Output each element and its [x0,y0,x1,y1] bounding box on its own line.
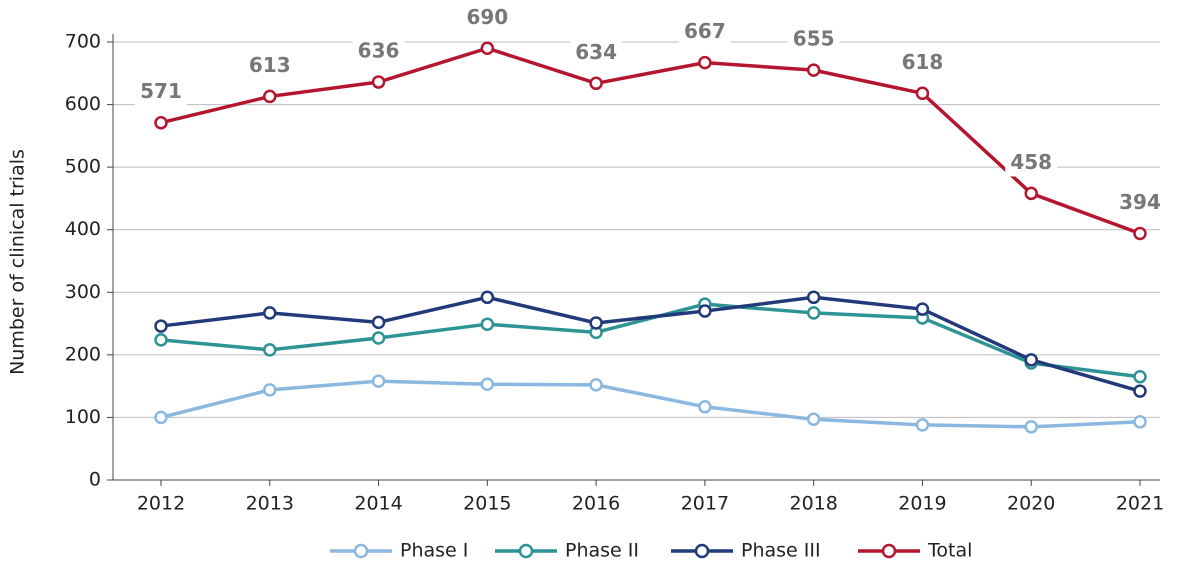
data-point [1133,226,1147,241]
legend-label: Total [927,540,972,562]
y-tick-label: 300 [65,281,101,303]
x-tick-label: 2013 [246,493,294,515]
legend-marker [518,543,534,559]
x-tick-label: 2012 [137,493,185,515]
y-axis-label: Number of clinical trials [7,149,29,375]
data-point [480,290,495,305]
data-point [371,315,386,330]
data-label: 634 [575,40,617,64]
series-line [160,46,1141,236]
data-point [1024,420,1038,434]
data-label-bg [570,40,623,67]
y-tick-label: 500 [65,156,101,178]
data-point [371,374,386,388]
data-point [915,86,930,101]
data-label-bg [352,39,405,66]
data-label: 690 [466,5,508,29]
data-label: 613 [249,53,291,77]
data-point [263,343,277,357]
data-point [480,317,495,331]
data-label-bg [678,19,731,46]
legend-marker [353,543,369,559]
data-point [698,400,712,414]
x-tick-label: 2017 [681,493,729,515]
data-point [263,89,277,104]
data-point [263,383,277,397]
data-label-bg [1114,190,1166,217]
x-tick-label: 2018 [789,493,837,515]
legend-label: Phase III [741,540,821,562]
x-tick-label: 2014 [354,493,402,515]
data-point [371,75,386,89]
y-tick-label: 700 [65,31,101,53]
data-point [1024,353,1038,367]
data-point [1133,384,1147,398]
series-line [160,295,1141,393]
x-tick-label: 2015 [463,493,511,515]
legend-item: Phase II [495,540,639,562]
legend-label: Phase I [400,540,468,562]
series-line [160,379,1141,429]
legend-marker [694,543,710,559]
data-label-bg [787,27,840,54]
data-label: 667 [684,19,726,43]
data-label-bg [135,79,187,106]
data-point [154,319,168,333]
y-tick-label: 600 [65,93,101,115]
data-label: 618 [902,50,944,74]
data-point [480,41,495,56]
x-tick-label: 2021 [1116,493,1164,515]
legend-item: Phase I [330,540,468,562]
data-point [263,306,277,320]
data-point [806,290,821,305]
data-point [480,377,495,392]
data-point [371,331,386,345]
data-point [915,418,930,432]
data-point [806,63,821,77]
data-label: 458 [1010,150,1052,174]
data-point [154,333,168,347]
data-point [589,378,603,392]
x-tick-label: 2019 [898,493,946,515]
data-point [915,302,930,316]
data-point [589,316,603,330]
data-point [154,410,168,425]
data-label-bg [896,50,949,77]
data-label-bg [1005,150,1058,177]
data-label: 394 [1119,190,1161,214]
data-label-bg [243,53,296,80]
data-point [698,55,712,70]
x-tick-label: 2020 [1007,493,1055,515]
legend-item: Total [858,540,972,562]
data-point [154,115,168,130]
data-point [1024,186,1038,201]
x-tick-label: 2016 [572,493,620,515]
data-label-bg [461,5,514,32]
data-point [1133,370,1147,384]
data-point [1133,415,1147,429]
data-label: 655 [793,27,835,51]
data-point [698,304,712,318]
data-label: 636 [358,39,400,63]
legend-marker [881,543,897,559]
y-tick-label: 200 [65,343,101,365]
data-point [589,76,603,91]
data-label: 571 [140,79,182,103]
y-tick-label: 400 [65,218,101,240]
legend-item: Phase III [671,540,821,562]
y-tick-label: 0 [89,469,101,491]
legend-label: Phase II [565,540,639,562]
data-point [806,412,821,427]
y-tick-label: 100 [65,406,101,428]
data-point [806,306,821,320]
